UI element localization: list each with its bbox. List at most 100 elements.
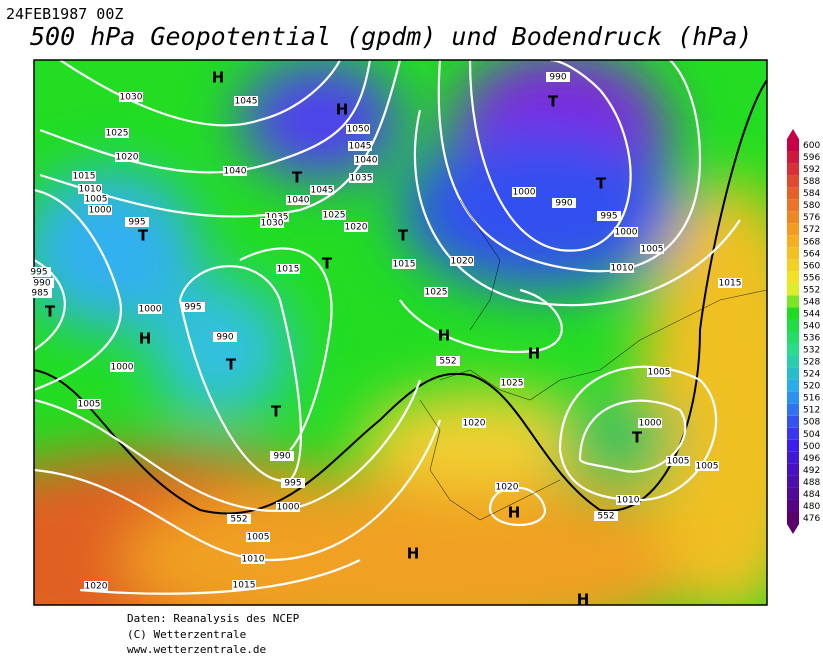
isobar-label: 1020 bbox=[451, 257, 474, 267]
colorbar-label: 484 bbox=[803, 490, 820, 500]
colorbar-label: 548 bbox=[803, 297, 820, 307]
colorbar-swatch bbox=[787, 415, 799, 428]
pressure-center: H bbox=[336, 101, 349, 119]
pressure-center: T bbox=[548, 93, 559, 111]
isobar-label: 1040 bbox=[355, 156, 378, 166]
isobar-label: 1035 bbox=[350, 174, 373, 184]
isobar-label: 1005 bbox=[247, 533, 270, 543]
footer-line: www.wetterzentrale.de bbox=[127, 643, 266, 656]
colorbar-label: 568 bbox=[803, 237, 820, 247]
label-bg bbox=[213, 332, 237, 342]
colorbar-label: 600 bbox=[803, 141, 820, 151]
label-bg bbox=[718, 278, 742, 288]
label-bg bbox=[640, 244, 664, 254]
colorbar-arrow bbox=[787, 524, 799, 535]
colorbar-swatch bbox=[787, 427, 799, 440]
colorbar-label: 572 bbox=[803, 225, 820, 235]
label-bg bbox=[392, 259, 416, 269]
colorbar-label: 500 bbox=[803, 442, 820, 452]
label-bg bbox=[115, 152, 139, 162]
colorbar-swatch bbox=[787, 487, 799, 500]
colorbar-swatch bbox=[787, 451, 799, 464]
isobar-label: 1005 bbox=[641, 245, 664, 255]
label-bg bbox=[344, 222, 368, 232]
label-bg bbox=[436, 356, 460, 366]
label-bg bbox=[246, 532, 270, 542]
colorbar-swatch bbox=[787, 331, 799, 344]
colorbar-swatch bbox=[787, 259, 799, 272]
label-bg bbox=[354, 155, 378, 165]
isobar-label: 1025 bbox=[501, 379, 524, 389]
colorbar-swatch bbox=[787, 211, 799, 224]
label-bg bbox=[552, 198, 576, 208]
colorbar-label: 552 bbox=[803, 285, 820, 295]
isobar-label: 995 bbox=[30, 268, 47, 278]
label-bg bbox=[322, 210, 346, 220]
isobar-label: 990 bbox=[549, 73, 566, 83]
colorbar-label: 580 bbox=[803, 201, 820, 211]
pressure-center: H bbox=[528, 345, 541, 363]
label-bg bbox=[349, 173, 373, 183]
colorbar-swatch bbox=[787, 163, 799, 176]
isobar-label: 1005 bbox=[696, 462, 719, 472]
isobar-label: 990 bbox=[273, 452, 290, 462]
pressure-center: T bbox=[322, 255, 333, 273]
label-bg bbox=[512, 187, 536, 197]
isobar-label: 1030 bbox=[120, 93, 143, 103]
title: 500 hPa Geopotential (gpdm) und Bodendru… bbox=[30, 22, 752, 51]
label-bg bbox=[84, 581, 108, 591]
colorbar-swatch bbox=[787, 271, 799, 284]
date: 24FEB1987 00Z bbox=[6, 5, 123, 23]
colorbar-swatch bbox=[787, 199, 799, 212]
label-bg bbox=[27, 267, 51, 277]
isobar-label: 995 bbox=[284, 479, 301, 489]
isobar-label: 1015 bbox=[393, 260, 416, 270]
isobar-label: 995 bbox=[184, 303, 201, 313]
label-bg bbox=[450, 256, 474, 266]
footer: Daten: Reanalysis des NCEP (C) Wetterzen… bbox=[127, 612, 300, 656]
pressure-center: T bbox=[138, 227, 149, 245]
isobar-label: 1040 bbox=[224, 167, 247, 177]
colorbar-label: 564 bbox=[803, 249, 820, 259]
map-frame bbox=[33, 59, 768, 606]
label-bg bbox=[594, 511, 618, 521]
colorbar-label: 516 bbox=[803, 394, 820, 404]
label-bg bbox=[88, 205, 112, 215]
colorbar-label: 556 bbox=[803, 273, 820, 283]
isobar-label: 1045 bbox=[349, 142, 372, 152]
colorbar-label: 528 bbox=[803, 358, 820, 368]
isobar-label: 552 bbox=[230, 515, 247, 525]
colorbar-label: 504 bbox=[803, 430, 820, 440]
label-bg bbox=[84, 194, 108, 204]
isobar-label: 1015 bbox=[233, 581, 256, 591]
isobar-label: 1020 bbox=[345, 223, 368, 233]
label-bg bbox=[72, 171, 96, 181]
isobar-label: 1000 bbox=[615, 228, 638, 238]
label-bg bbox=[281, 478, 305, 488]
label-bg bbox=[647, 367, 671, 377]
label-bg bbox=[348, 141, 372, 151]
isobar-label: 1050 bbox=[347, 125, 370, 135]
pressure-center: T bbox=[271, 403, 282, 421]
colorbar-swatch bbox=[787, 343, 799, 356]
label-bg bbox=[30, 278, 54, 288]
label-bg bbox=[119, 92, 143, 102]
pressure-center: T bbox=[226, 356, 237, 374]
label-bg bbox=[546, 72, 570, 82]
label-bg bbox=[78, 184, 102, 194]
colorbar-swatch bbox=[787, 307, 799, 320]
footer-line: (C) Wetterzentrale bbox=[127, 628, 246, 641]
colorbar-label: 596 bbox=[803, 153, 820, 163]
label-bg bbox=[614, 227, 638, 237]
colorbar-swatch bbox=[787, 187, 799, 200]
pressure-center: H bbox=[407, 545, 420, 563]
pressure-center: H bbox=[139, 330, 152, 348]
isobar-label: 1020 bbox=[85, 582, 108, 592]
isobar-label: 1015 bbox=[719, 279, 742, 289]
colorbar-swatch bbox=[787, 403, 799, 416]
pressure-center: H bbox=[577, 591, 590, 609]
isobar-label: 1035 bbox=[266, 213, 289, 223]
isobar-label: 1025 bbox=[323, 211, 346, 221]
colorbar-label: 524 bbox=[803, 370, 820, 380]
